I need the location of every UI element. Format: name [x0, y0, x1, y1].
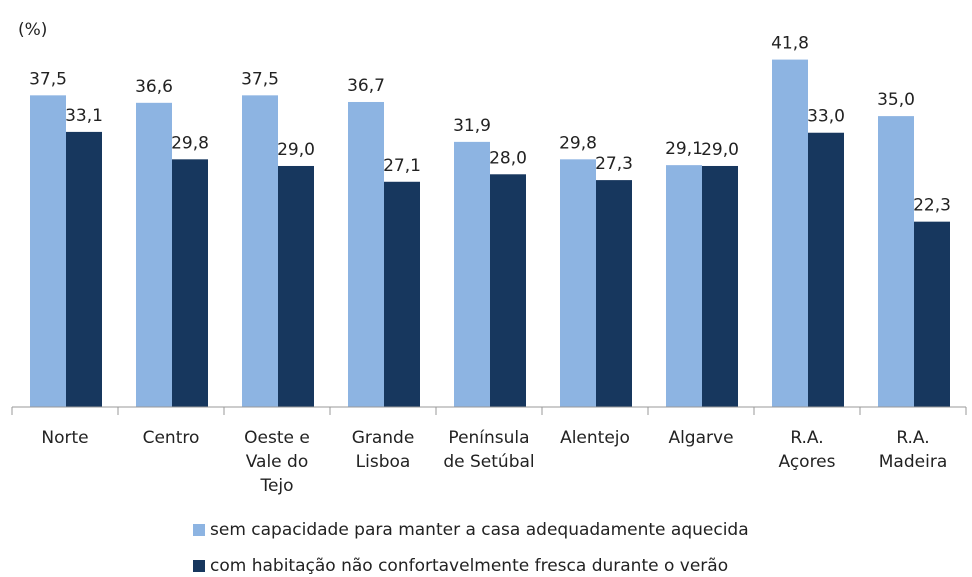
bar	[878, 116, 914, 407]
bar	[136, 102, 172, 408]
value-label: 29,1	[665, 139, 703, 159]
bar	[30, 95, 66, 407]
x-tick-label: Norte	[41, 428, 89, 448]
value-label: 27,1	[383, 156, 421, 176]
bar	[666, 165, 702, 407]
bar	[560, 159, 596, 407]
legend-swatch	[193, 524, 205, 536]
bar	[808, 132, 844, 407]
legend-label: com habitação não confortavelmente fresc…	[210, 556, 728, 576]
bar	[242, 95, 278, 407]
legend-label: sem capacidade para manter a casa adequa…	[210, 520, 749, 540]
bar	[454, 141, 490, 407]
x-tick-label: R.A. Madeira	[878, 428, 948, 472]
x-tick-label: Grande Lisboa	[351, 428, 415, 472]
x-tick-label: Alentejo	[560, 428, 630, 448]
bar	[384, 181, 420, 407]
value-label: 33,0	[807, 107, 845, 127]
legend-swatch	[193, 560, 205, 572]
value-label: 27,3	[595, 154, 633, 174]
value-label: 36,6	[135, 77, 173, 97]
value-label: 41,8	[771, 34, 809, 54]
bar	[66, 131, 102, 407]
value-label: 28,0	[489, 148, 527, 168]
value-label: 31,9	[453, 116, 491, 136]
bar	[914, 221, 950, 407]
x-tick-label: Centro	[142, 428, 200, 448]
value-label: 29,8	[171, 133, 209, 153]
x-tick-label: Algarve	[668, 428, 734, 448]
value-label: 36,7	[347, 76, 385, 96]
value-label: 35,0	[877, 90, 915, 110]
x-tick-label: R.A. Açores	[778, 428, 836, 472]
bar	[172, 159, 208, 407]
value-label: 29,8	[559, 133, 597, 153]
bar	[702, 165, 738, 407]
value-label: 37,5	[29, 69, 67, 89]
bar	[278, 165, 314, 407]
bar	[596, 180, 632, 407]
value-label: 29,0	[701, 140, 739, 160]
bar	[490, 174, 526, 407]
bar	[772, 59, 808, 408]
value-label: 37,5	[241, 69, 279, 89]
x-tick-label: Oeste e Vale do Tejo	[244, 428, 310, 496]
y-label: (%)	[18, 20, 47, 40]
value-label: 33,1	[65, 106, 103, 126]
value-label: 22,3	[913, 196, 951, 216]
value-label: 29,0	[277, 140, 315, 160]
x-tick-label: Península de Setúbal	[443, 428, 535, 472]
bar	[348, 101, 384, 407]
